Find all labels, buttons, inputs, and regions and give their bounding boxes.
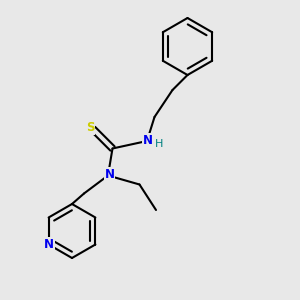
Text: H: H	[155, 139, 163, 149]
Text: N: N	[104, 167, 115, 181]
Text: N: N	[142, 134, 153, 147]
Text: S: S	[86, 121, 94, 134]
Text: N: N	[44, 238, 54, 251]
